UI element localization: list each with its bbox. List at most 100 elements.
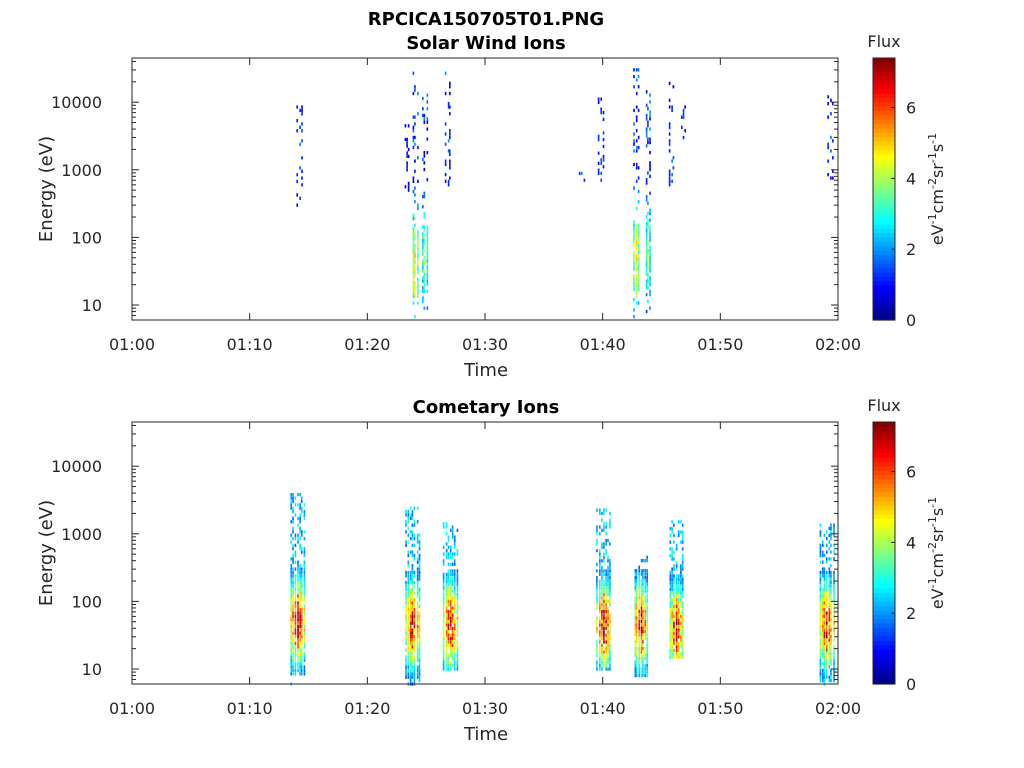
spectrogram-cell xyxy=(680,564,682,568)
spectrogram-cell xyxy=(635,230,638,234)
spectrogram-cell xyxy=(671,105,673,109)
spectrogram-cell xyxy=(682,115,685,119)
spectrogram-cell xyxy=(597,151,600,155)
spectrogram-cell xyxy=(422,235,424,239)
spectrogram-cell xyxy=(638,646,641,651)
spectrogram-cell xyxy=(407,594,410,598)
spectrogram-cell xyxy=(823,624,826,629)
spectrogram-cell xyxy=(635,237,638,241)
spectrogram-cell xyxy=(451,606,454,610)
spectrogram-cell xyxy=(414,159,416,163)
spectrogram-cell xyxy=(418,591,421,595)
spectrogram-cell xyxy=(423,259,426,263)
spectrogram-cell xyxy=(671,159,673,163)
spectrogram-cell xyxy=(411,594,414,598)
spectrogram-cell xyxy=(303,645,306,649)
spectrogram-cell xyxy=(426,245,429,249)
spectrogram-cell xyxy=(426,306,429,310)
spectrogram-cell xyxy=(609,650,611,654)
spectrogram-cell xyxy=(646,589,648,593)
spectrogram-cell xyxy=(422,157,424,162)
spectrogram-cell xyxy=(675,608,678,612)
spectrogram-cell xyxy=(292,614,294,618)
spectrogram-cell xyxy=(599,569,601,573)
spectrogram-cell xyxy=(418,635,421,639)
spectrogram-cell xyxy=(411,530,414,534)
spectrogram-cell xyxy=(407,550,410,554)
spectrogram-cell xyxy=(637,244,640,248)
spectrogram-cell xyxy=(819,655,822,659)
spectrogram-cell xyxy=(671,625,673,629)
spectrogram-cell xyxy=(407,635,410,639)
spectrogram-cell xyxy=(821,553,824,558)
spectrogram-cell xyxy=(297,577,299,581)
colorbar-band xyxy=(873,609,895,615)
spectrogram-cell xyxy=(299,537,301,541)
spectrogram-cell xyxy=(640,667,643,671)
spectrogram-cell xyxy=(637,274,640,278)
y-tick-label: 10 xyxy=(82,660,102,679)
spectrogram-cell xyxy=(638,626,641,630)
spectrogram-burst xyxy=(633,68,640,319)
spectrogram-cell xyxy=(456,633,459,637)
spectrogram-cell xyxy=(821,631,824,635)
spectrogram-cell xyxy=(300,628,303,632)
spectrogram-cell xyxy=(607,606,609,610)
spectrogram-cell xyxy=(404,124,407,128)
spectrogram-cell xyxy=(833,594,835,598)
spectrogram-cell xyxy=(640,602,643,607)
spectrogram-cell xyxy=(596,576,598,580)
spectrogram-cell xyxy=(578,171,581,176)
spectrogram-cell xyxy=(413,543,416,547)
spectrogram-cell xyxy=(290,601,293,605)
spectrogram-cell xyxy=(299,516,301,520)
spectrogram-cell xyxy=(405,628,407,632)
spectrogram-cell xyxy=(417,91,419,96)
spectrogram-cell xyxy=(411,516,414,520)
spectrogram-cell xyxy=(646,586,648,590)
spectrogram-cell xyxy=(823,631,826,635)
spectrogram-cell xyxy=(444,173,447,177)
spectrogram-cell xyxy=(833,550,835,554)
spectrogram-cell xyxy=(675,614,678,619)
spectrogram-cell xyxy=(671,598,673,602)
spectrogram-cell xyxy=(830,584,832,588)
spectrogram-cell xyxy=(449,549,452,553)
spectrogram-cell xyxy=(833,679,835,683)
spectrogram-cell xyxy=(640,589,643,593)
spectrogram-cell xyxy=(635,267,638,271)
spectrogram-cells xyxy=(296,68,834,319)
spectrogram-cell xyxy=(825,537,828,541)
spectrogram-cell xyxy=(303,628,306,632)
spectrogram-cell xyxy=(609,511,611,516)
spectrogram-cell xyxy=(633,85,635,89)
spectrogram-cell xyxy=(828,608,831,612)
spectrogram-burst xyxy=(819,523,835,686)
spectrogram-cell xyxy=(601,633,603,637)
spectrogram-cell xyxy=(638,636,641,640)
colorbar-band xyxy=(873,180,895,186)
spectrogram-cell xyxy=(669,648,672,652)
spectrogram-cell xyxy=(825,570,828,575)
spectrogram-cell xyxy=(599,626,601,631)
spectrogram-cell xyxy=(445,657,448,661)
spectrogram-cell xyxy=(451,532,454,536)
spectrogram-cell xyxy=(411,513,414,517)
spectrogram-cell xyxy=(819,530,822,534)
spectrogram-cell xyxy=(453,552,456,556)
spectrogram-cell xyxy=(673,625,675,629)
spectrogram-cell xyxy=(299,513,301,517)
spectrogram-cell xyxy=(409,577,412,581)
spectrogram-cell xyxy=(649,293,651,297)
spectrogram-cell xyxy=(453,576,456,580)
spectrogram-cell xyxy=(413,662,416,666)
spectrogram-cell xyxy=(416,580,419,585)
spectrogram-cell xyxy=(409,618,412,622)
spectrogram-cell xyxy=(634,663,637,668)
spectrogram-cell xyxy=(821,570,824,575)
spectrogram-cell xyxy=(647,259,649,263)
spectrogram-cell xyxy=(603,636,605,641)
spectrogram-cell xyxy=(449,609,452,614)
spectrogram-cell xyxy=(675,648,678,652)
